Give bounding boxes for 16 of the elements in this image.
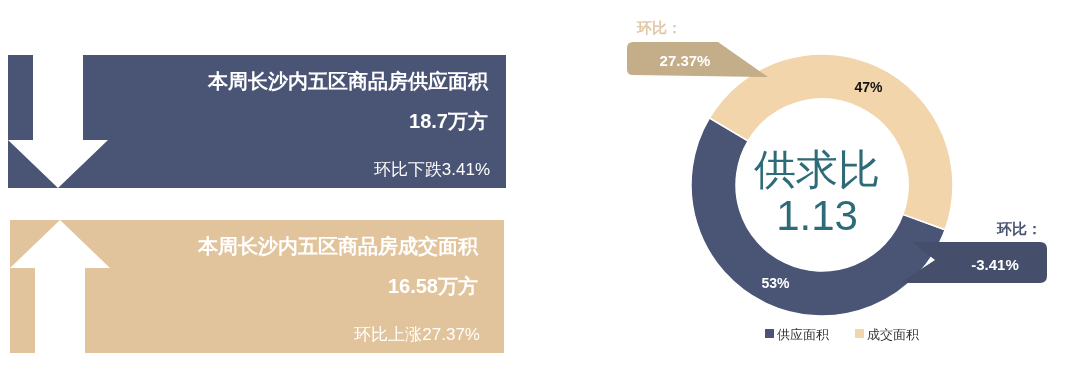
text: 本周长沙内五区商品房成交面积 (197, 235, 479, 257)
text: 环比下跌3.41% (373, 159, 490, 179)
text: 27.37% (659, 51, 711, 69)
text: 供求比 (754, 145, 880, 193)
text: 环比： (636, 18, 682, 36)
text: 1.13 (776, 191, 858, 239)
text: 16.58万方 (387, 275, 478, 297)
data-label: 53% (761, 275, 791, 292)
data-label: 47% (854, 78, 884, 95)
legend-label: 供应面积 (777, 326, 829, 342)
text: 18.7万方 (409, 110, 488, 132)
text: -3.41% (971, 255, 1019, 273)
legend-label: 成交面积 (867, 326, 919, 342)
text: 环比： (996, 219, 1042, 237)
text: 本周长沙内五区商品房供应面积 (207, 70, 489, 92)
text: 环比上涨27.37% (354, 324, 480, 344)
